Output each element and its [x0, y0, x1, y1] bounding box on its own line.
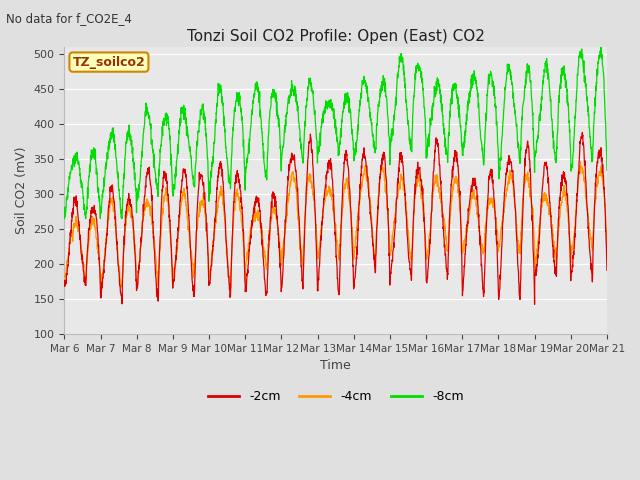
Legend: -2cm, -4cm, -8cm: -2cm, -4cm, -8cm: [203, 385, 468, 408]
Y-axis label: Soil CO2 (mV): Soil CO2 (mV): [15, 147, 28, 234]
Text: TZ_soilco2: TZ_soilco2: [72, 56, 145, 69]
X-axis label: Time: Time: [320, 360, 351, 372]
Text: No data for f_CO2E_4: No data for f_CO2E_4: [6, 12, 132, 25]
Title: Tonzi Soil CO2 Profile: Open (East) CO2: Tonzi Soil CO2 Profile: Open (East) CO2: [187, 29, 484, 44]
